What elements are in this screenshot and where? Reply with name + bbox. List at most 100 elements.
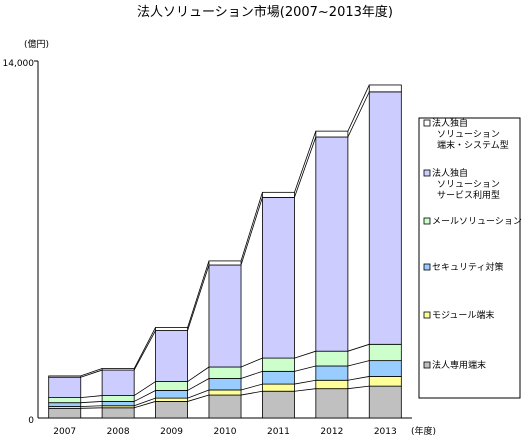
connector-line-3-0 — [240, 390, 263, 396]
bar-segment-2008-series-0 — [101, 407, 135, 419]
bar-segment-2008-series-5 — [101, 368, 135, 371]
x-tick-label-2010: 2010 — [214, 427, 237, 437]
bar-segment-2011-series-0 — [261, 390, 295, 419]
bar-segment-2013-series-2 — [368, 360, 402, 377]
bar-segment-2008-series-4 — [101, 369, 135, 396]
bar-segment-2010-series-2 — [208, 378, 242, 391]
legend-label-3-line-0: セキュリティ対策 — [432, 261, 503, 273]
connector-line-2-2 — [187, 378, 210, 391]
bar-segment-2009-series-1 — [155, 397, 188, 402]
connector-line-1-1 — [134, 397, 156, 407]
bar-segment-2013-series-5 — [368, 84, 402, 93]
x-tick-labels: 2007 2008 2009 2010 2011 2012 2013 — [53, 427, 396, 437]
connector-line-4-5 — [294, 130, 317, 193]
bar-segment-2010-series-4 — [208, 264, 242, 368]
bar-segment-2011-series-3 — [261, 357, 295, 372]
connector-lines — [80, 84, 370, 409]
bar-segment-2011-series-1 — [261, 383, 295, 392]
bar-segment-2013-series-0 — [368, 385, 402, 419]
connector-line-2-5 — [187, 260, 210, 328]
bar-segment-2013-series-3 — [368, 343, 402, 362]
connector-line-0-2 — [80, 401, 103, 404]
legend-label-1-line-0: 法人独自 — [432, 167, 468, 179]
legend-swatch-3 — [423, 263, 431, 271]
bar-segment-2013-series-4 — [368, 91, 402, 345]
bar-segment-2012-series-5 — [315, 130, 349, 138]
bar-segment-2011-series-2 — [261, 370, 295, 385]
connector-line-3-2 — [240, 370, 263, 379]
connector-line-5-5 — [347, 84, 370, 132]
connector-line-1-4 — [133, 330, 156, 371]
x-tick-label-2013: 2013 — [374, 427, 397, 437]
connector-line-0-4 — [80, 369, 103, 378]
bar-segment-2009-series-4 — [155, 330, 188, 382]
x-tick-label-2008: 2008 — [107, 427, 130, 437]
connector-line-4-2 — [294, 365, 316, 372]
legend-swatch-4 — [423, 311, 431, 319]
connector-line-3-1 — [240, 383, 263, 391]
bar-segment-2012-series-1 — [315, 379, 349, 390]
connector-line-2-1 — [187, 389, 210, 399]
bar-segment-2010-series-3 — [208, 366, 242, 379]
legend: 法人独自ソリューション端末・システム型法人独自ソリューションサービス利用型メール… — [423, 117, 522, 371]
connector-line-5-2 — [347, 360, 370, 367]
legend-label-1-line-2: サービス利用型 — [437, 189, 500, 201]
bar-segment-2011-series-4 — [261, 197, 295, 359]
connector-line-0-3 — [80, 395, 103, 398]
bar-segment-2010-series-0 — [208, 394, 242, 419]
connector-line-0-5 — [80, 368, 103, 377]
connector-line-1-5 — [133, 327, 156, 369]
legend-swatch-0 — [423, 119, 431, 127]
bar-segment-2010-series-5 — [208, 260, 242, 266]
bars — [48, 84, 402, 419]
connector-line-2-0 — [187, 394, 210, 402]
legend-label-5-line-0: 法人専用端末 — [432, 359, 486, 371]
x-tick-label-2012: 2012 — [320, 427, 343, 437]
connector-line-2-4 — [187, 264, 210, 331]
connector-line-4-1 — [294, 379, 316, 385]
bar-segment-2007-series-0 — [48, 407, 82, 419]
bar-segment-2009-series-0 — [155, 401, 188, 419]
bar-segment-2007-series-3 — [48, 397, 82, 404]
legend-label-0-line-0: 法人独自 — [432, 117, 468, 129]
bar-segment-2012-series-0 — [315, 388, 349, 419]
legend-label-1-line-1: ソリューション — [437, 180, 500, 190]
connector-line-5-0 — [347, 385, 370, 390]
bar-segment-2009-series-3 — [155, 381, 188, 391]
legend-swatch-1 — [423, 169, 431, 177]
bar-segment-2007-series-5 — [48, 375, 82, 378]
connector-line-2-3 — [187, 366, 210, 382]
connector-line-1-2 — [133, 390, 156, 402]
legend-box — [418, 117, 521, 399]
bar-segment-2009-series-2 — [155, 390, 188, 399]
bar-segment-2007-series-2 — [48, 402, 82, 407]
bar-segment-2010-series-1 — [208, 389, 242, 396]
legend-label-2-line-0: メールソリューション — [432, 217, 522, 227]
bar-segment-2007-series-4 — [48, 376, 82, 399]
connector-line-5-4 — [347, 91, 370, 138]
x-tick-label-2007: 2007 — [53, 427, 76, 437]
bar-segment-2013-series-1 — [368, 376, 402, 387]
connector-line-0-1 — [80, 405, 103, 407]
connector-line-3-5 — [240, 192, 263, 262]
bar-segment-2011-series-5 — [261, 191, 295, 198]
connector-line-4-0 — [294, 388, 316, 392]
y-axis-unit-label: (億円) — [24, 38, 49, 50]
y-tick-label-zero: 0 — [28, 416, 34, 426]
x-axis-unit-label: (年度) — [411, 425, 436, 437]
y-tick-label-max: 14,000 — [3, 59, 35, 69]
legend-swatch-2 — [423, 217, 431, 225]
connector-line-5-3 — [347, 343, 370, 352]
connector-line-4-4 — [294, 136, 317, 198]
chart-title: 法人ソリューション市場(2007~2013年度) — [137, 4, 393, 20]
bar-segment-2008-series-2 — [101, 401, 135, 407]
connector-line-1-0 — [134, 401, 156, 409]
legend-label-0-line-1: ソリューション — [437, 130, 500, 140]
connector-line-3-3 — [240, 357, 263, 368]
bar-segment-2008-series-3 — [101, 395, 135, 402]
connector-line-3-4 — [240, 197, 263, 266]
legend-label-0-line-2: 端末・システム型 — [437, 139, 509, 151]
bar-segment-2012-series-4 — [315, 136, 349, 352]
bar-segment-2012-series-3 — [315, 350, 349, 367]
